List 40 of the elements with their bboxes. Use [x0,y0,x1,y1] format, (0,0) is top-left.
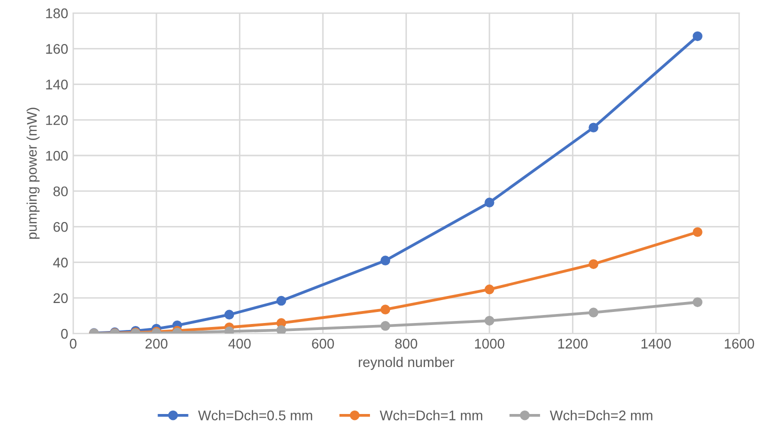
x-tick-label: 0 [70,338,76,349]
y-tick-label: 20 [54,293,68,304]
point [224,310,234,320]
y-axis-title: pumping power (mW) [26,108,40,239]
y-tick-label: 160 [46,44,68,54]
y-tick-label: 180 [46,8,68,18]
x-tick-label: 1600 [724,338,754,349]
legend-label: Wch=Dch=2 mm [550,410,652,420]
point [380,304,390,314]
point [484,198,494,208]
y-tick-label: 100 [46,150,68,161]
point [588,308,598,318]
y-tick-label: 60 [54,222,68,232]
x-tick-label: 1400 [642,338,671,349]
x-tick-label: 800 [395,338,418,349]
legend-label: Wch=Dch=0.5 mm [198,410,312,420]
y-tick-label: 120 [46,115,68,126]
point [484,284,494,294]
point [692,31,702,42]
x-axis-title: reynold number [358,356,454,370]
point [276,296,286,306]
point [588,259,598,269]
point [692,227,702,237]
point [224,326,234,334]
point [588,122,598,132]
point [380,321,390,331]
y-tick-label: 140 [46,80,68,90]
x-tick-label: 400 [228,338,251,349]
x-tick-label: 1000 [475,338,504,349]
point [484,316,494,326]
x-tick-label: 1200 [558,338,588,349]
legend-label: Wch=Dch=1 mm [380,410,482,420]
point [692,297,702,308]
x-tick-label: 200 [146,338,168,349]
x-tick-label: 600 [312,338,334,349]
point [380,256,390,266]
y-tick-label: 0 [61,328,68,339]
y-tick-label: 40 [53,258,68,268]
y-tick-label: 80 [53,186,68,196]
point [276,325,286,334]
